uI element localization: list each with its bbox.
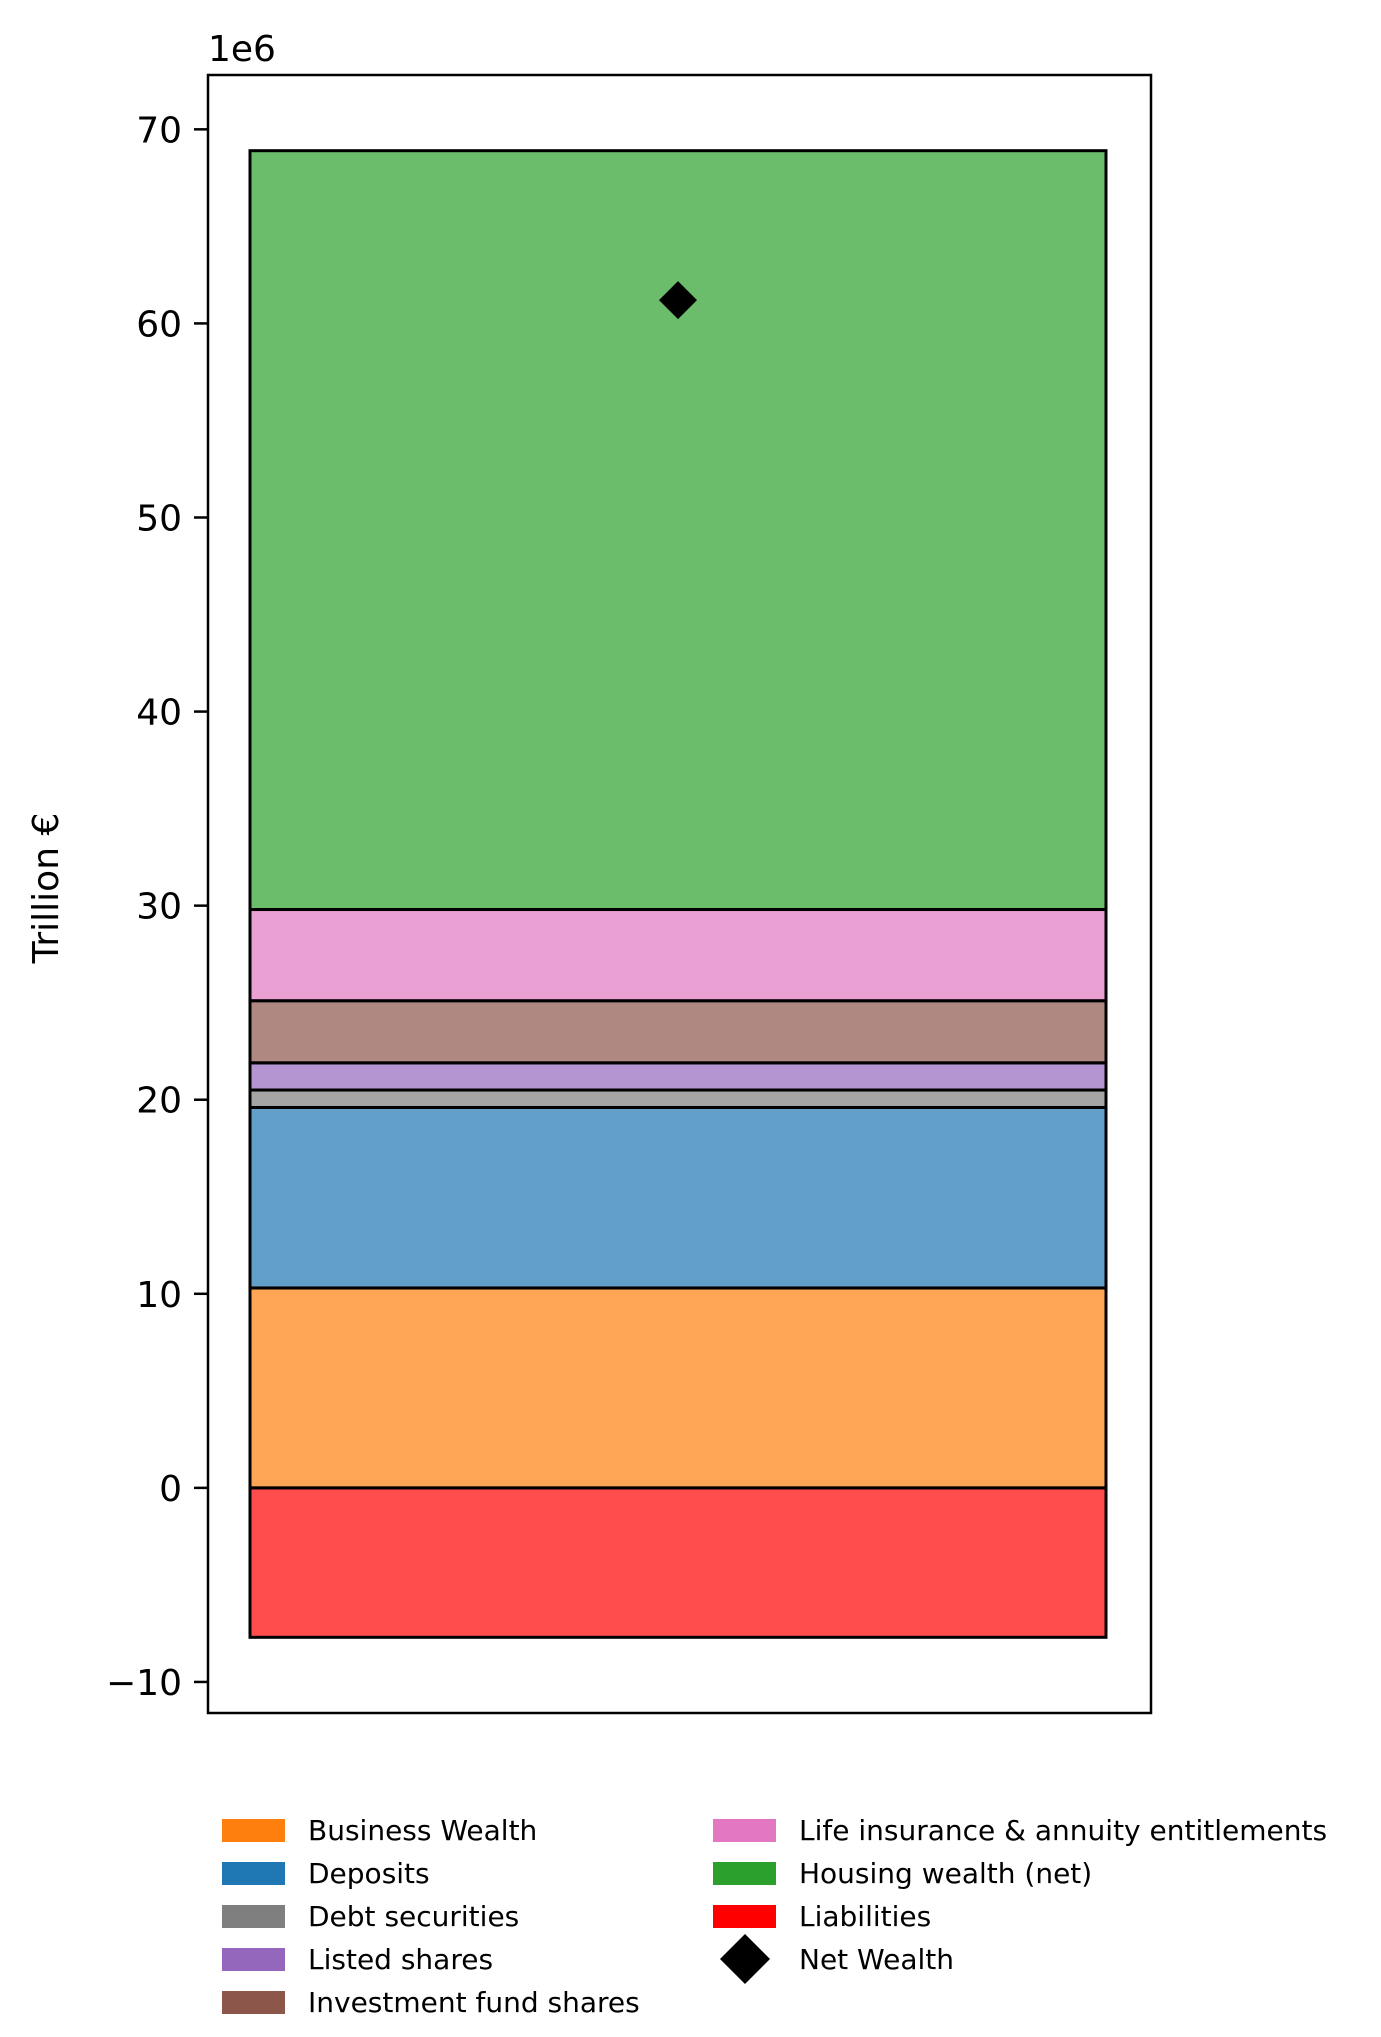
net-wealth-marker xyxy=(659,281,697,320)
y-tick-label-30: 30 xyxy=(136,887,182,928)
y-tick-label-20: 20 xyxy=(136,1081,182,1122)
legend-label-business-wealth: Business Wealth xyxy=(308,1814,537,1847)
legend-marker-net-wealth xyxy=(720,1934,770,1984)
y-tick-label-70: 70 xyxy=(136,110,182,151)
net-wealth-marker-group xyxy=(659,281,697,320)
legend-label-liabilities: Liabilities xyxy=(799,1900,931,1933)
bar-segment-liabilities xyxy=(248,1486,1108,1639)
legend-label-net-wealth: Net Wealth xyxy=(799,1943,954,1976)
y-tick-label-0: 0 xyxy=(159,1469,182,1510)
legend-label-investment-fund-shares: Investment fund shares xyxy=(308,1986,640,2019)
legend: Business Wealth Deposits Debt securities Li… xyxy=(222,1814,1327,2019)
legend-patch-investment-fund-shares xyxy=(222,1991,285,2014)
bar-segment-listed-shares xyxy=(248,1061,1108,1092)
bar-segment-deposits xyxy=(248,1105,1108,1290)
bar-segment-business-wealth xyxy=(248,1286,1108,1490)
y-axis: −10 0 10 20 30 40 50 60 70 xyxy=(106,110,208,1704)
stacked-bar xyxy=(248,149,1108,1639)
legend-patch-deposits xyxy=(222,1862,285,1885)
legend-label-life-insurance-annuity-entitlements: Life insurance & annuity entitlements xyxy=(799,1814,1327,1847)
plot-frame xyxy=(206,73,1153,1715)
legend-label-housing-wealth-net: Housing wealth (net) xyxy=(799,1857,1092,1890)
y-tick-label--10: −10 xyxy=(106,1663,182,1704)
y-tick-label-40: 40 xyxy=(136,693,182,734)
bar-segment-housing-wealth-net xyxy=(248,149,1108,912)
y-axis-label: Trillion € xyxy=(26,813,67,965)
legend-patch-life-insurance-annuity-entitlements xyxy=(713,1819,776,1842)
legend-patch-business-wealth xyxy=(222,1819,285,1842)
legend-label-listed-shares: Listed shares xyxy=(308,1943,493,1976)
legend-patch-liabilities xyxy=(713,1905,776,1928)
legend-patch-listed-shares xyxy=(222,1948,285,1971)
y-tick-label-10: 10 xyxy=(136,1275,182,1316)
legend-label-debt-securities: Debt securities xyxy=(308,1900,519,1933)
y-tick-label-50: 50 xyxy=(136,498,182,539)
legend-patch-debt-securities xyxy=(222,1905,285,1928)
bar-segment-life-insurance-annuity-entitlements xyxy=(248,908,1108,1003)
bar-segment-investment-fund-shares xyxy=(248,999,1108,1065)
bar-segment-debt-securities xyxy=(248,1088,1108,1109)
legend-label-deposits: Deposits xyxy=(308,1857,430,1890)
y-offset-label: 1e6 xyxy=(208,29,276,70)
y-tick-label-60: 60 xyxy=(136,304,182,345)
legend-patch-housing-wealth-net xyxy=(713,1862,776,1885)
